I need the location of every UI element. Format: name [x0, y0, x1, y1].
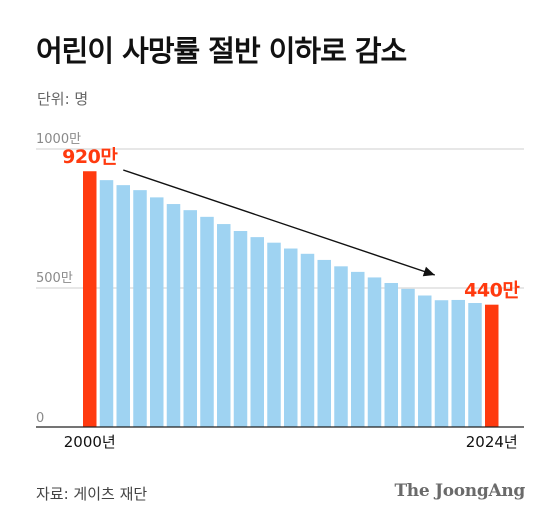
- bar: [418, 295, 432, 427]
- bar: [166, 204, 181, 427]
- bar: [401, 288, 415, 427]
- y-tick-label: 0: [36, 411, 44, 426]
- bar: [468, 303, 482, 427]
- bar: [434, 300, 449, 427]
- bar: [150, 197, 164, 427]
- bar: [250, 237, 264, 427]
- data-label: 440만: [464, 280, 520, 302]
- chart-title: 어린이 사망률 절반 이하로 감소: [36, 34, 407, 68]
- source-label: 자료: 게이츠 재단: [36, 485, 148, 503]
- bar: [367, 277, 382, 427]
- bar: [99, 180, 114, 427]
- x-tick-label: 2000년: [64, 433, 116, 451]
- bar: [384, 282, 398, 427]
- bar: [300, 253, 315, 427]
- y-tick-label: 1000만: [36, 132, 81, 147]
- bar: [334, 266, 348, 427]
- bar: [317, 259, 331, 427]
- bar: [451, 299, 465, 427]
- bar: [351, 271, 365, 427]
- data-label: 920만: [62, 146, 118, 168]
- bar-chart: 0 500만 1000만 2000년 2024년 920만 440만: [36, 132, 524, 451]
- trend-arrow-line: [123, 169, 436, 276]
- x-tick-label: 2024년: [466, 433, 518, 451]
- highlight-bar: [485, 304, 499, 427]
- bar: [217, 224, 231, 427]
- trend-arrow-head: [422, 266, 435, 277]
- bar: [133, 190, 147, 427]
- y-tick-label: 500만: [36, 271, 73, 286]
- highlight-bar: [83, 171, 97, 427]
- bar: [183, 210, 197, 427]
- unit-label: 단위: 명: [37, 90, 89, 108]
- bar: [267, 242, 281, 427]
- brand-logo: The JoongAng: [394, 481, 525, 501]
- bar: [116, 185, 130, 427]
- bar: [233, 231, 248, 427]
- bar: [200, 216, 214, 427]
- bar: [284, 248, 298, 427]
